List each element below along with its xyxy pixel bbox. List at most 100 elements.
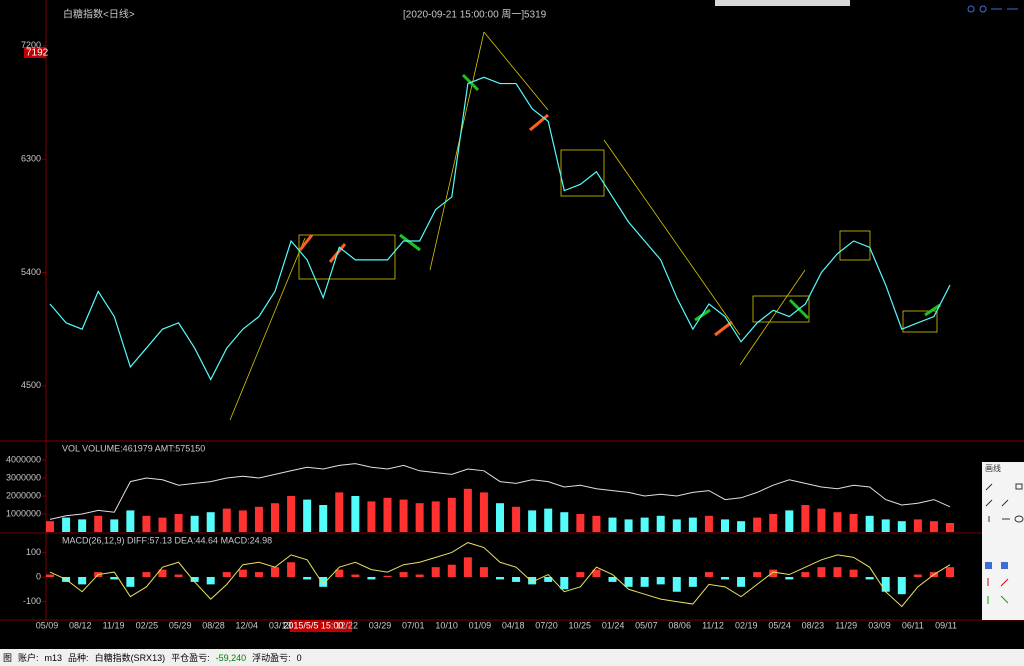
- bar: [222, 508, 231, 532]
- bar: [287, 562, 296, 577]
- x-tick-label: 04/18: [502, 620, 525, 630]
- bar: [913, 519, 922, 532]
- y-tick-label: 1000000: [6, 508, 41, 518]
- bar: [688, 577, 697, 587]
- account-label: 账户:: [18, 653, 39, 663]
- y-tick-label: 4000000: [6, 454, 41, 464]
- y-tick-label: 4500: [21, 380, 41, 390]
- bar: [222, 572, 231, 577]
- symbol-label: 品种:: [68, 653, 89, 663]
- bar: [672, 577, 681, 592]
- bar: [351, 496, 360, 532]
- bar: [769, 569, 778, 577]
- x-tick-label: 03/29: [369, 620, 392, 630]
- bar: [592, 515, 601, 532]
- bar: [287, 496, 296, 532]
- bar: [142, 515, 151, 532]
- bar: [206, 512, 215, 532]
- bar: [110, 577, 119, 580]
- panel-title: VOL VOLUME:461979 AMT:575150: [62, 443, 205, 453]
- bar: [753, 517, 762, 532]
- bar: [46, 574, 54, 577]
- x-tick-label: 10/10: [435, 620, 458, 630]
- tools-panel[interactable]: 画线: [982, 462, 1024, 620]
- bar: [496, 503, 504, 532]
- cursor-price: 5319: [524, 10, 547, 21]
- y-tick-label: 0: [36, 571, 41, 581]
- bar: [190, 515, 199, 532]
- bar: [929, 521, 938, 532]
- bar: [254, 572, 263, 577]
- bar: [399, 499, 408, 532]
- bar: [62, 517, 71, 532]
- bar: [817, 567, 826, 577]
- bar: [319, 505, 328, 532]
- chart-title: 白糖指数<日线>: [63, 8, 135, 21]
- bar: [158, 517, 167, 532]
- bar: [271, 567, 279, 577]
- bar: [608, 517, 617, 532]
- bar: [496, 577, 504, 580]
- x-tick-label: 10/25: [569, 620, 592, 630]
- bar: [126, 577, 135, 587]
- bar: [238, 569, 247, 577]
- bar: [126, 510, 135, 532]
- x-tick-label: 06/11: [902, 620, 924, 630]
- bar: [415, 574, 424, 577]
- price-line: [49, 76, 951, 381]
- x-tick-label: 05/09: [36, 620, 59, 630]
- symbol[interactable]: 白糖指数(SRX13): [94, 653, 166, 663]
- bar: [512, 506, 521, 532]
- tools-title: 画线: [985, 463, 1001, 473]
- chart-window: 白糖指数<日线> [2020-09-21 15:00:00 周一] 5319 7…: [0, 0, 1024, 649]
- bar: [142, 572, 151, 577]
- bar: [78, 577, 87, 585]
- x-tick-label: 11/29: [835, 620, 857, 630]
- x-tick-label: 03/09: [868, 620, 891, 630]
- x-tick-label: 2015/5/5 15:00: [283, 620, 343, 630]
- bar: [560, 577, 569, 590]
- bar: [801, 572, 810, 577]
- bar: [94, 515, 103, 532]
- bar: [624, 519, 633, 532]
- menu[interactable]: 图: [3, 653, 13, 663]
- x-tick-label: 12/04: [236, 620, 259, 630]
- bar: [174, 574, 183, 577]
- bar: [576, 514, 585, 532]
- bar: [271, 503, 279, 532]
- background: [0, 0, 1024, 649]
- x-tick-label: 03/13: [269, 620, 292, 630]
- panel-borders: [0, 0, 1024, 621]
- bar: [431, 567, 440, 577]
- zoom-icons[interactable]: [967, 5, 1018, 13]
- bar: [640, 517, 649, 532]
- bar: [897, 521, 906, 532]
- bar: [688, 517, 697, 532]
- bar: [351, 574, 360, 577]
- floating-toolbar[interactable]: [715, 0, 850, 6]
- status-bar: 图 账户: m13 品种: 白糖指数(SRX13) 平仓盈亏: -59,240 …: [0, 649, 1024, 666]
- cursor-time: [2020-09-21 15:00:00 周一]: [403, 9, 524, 21]
- bar: [721, 577, 729, 580]
- x-tick-label: 01/24: [602, 620, 625, 630]
- y-tick-label: 6300: [21, 154, 41, 164]
- bar: [78, 519, 87, 532]
- bar: [528, 577, 537, 585]
- y-tick-label: 5400: [21, 267, 41, 277]
- float-pnl: 0: [296, 652, 302, 663]
- bar: [672, 519, 681, 532]
- bar: [785, 577, 794, 580]
- bar: [817, 508, 826, 532]
- x-tick-label: 07/01: [402, 620, 425, 630]
- account[interactable]: m13: [44, 652, 63, 663]
- last-price: 7192: [26, 48, 49, 59]
- bar: [303, 577, 312, 580]
- x-tick-label: 02/25: [136, 620, 159, 630]
- x-tick-label: 11/19: [103, 620, 125, 630]
- x-tick-label: 09/11: [935, 620, 957, 630]
- bar: [592, 569, 601, 577]
- bar: [383, 497, 392, 532]
- y-tick-label: 100: [26, 547, 41, 557]
- bar: [415, 503, 424, 532]
